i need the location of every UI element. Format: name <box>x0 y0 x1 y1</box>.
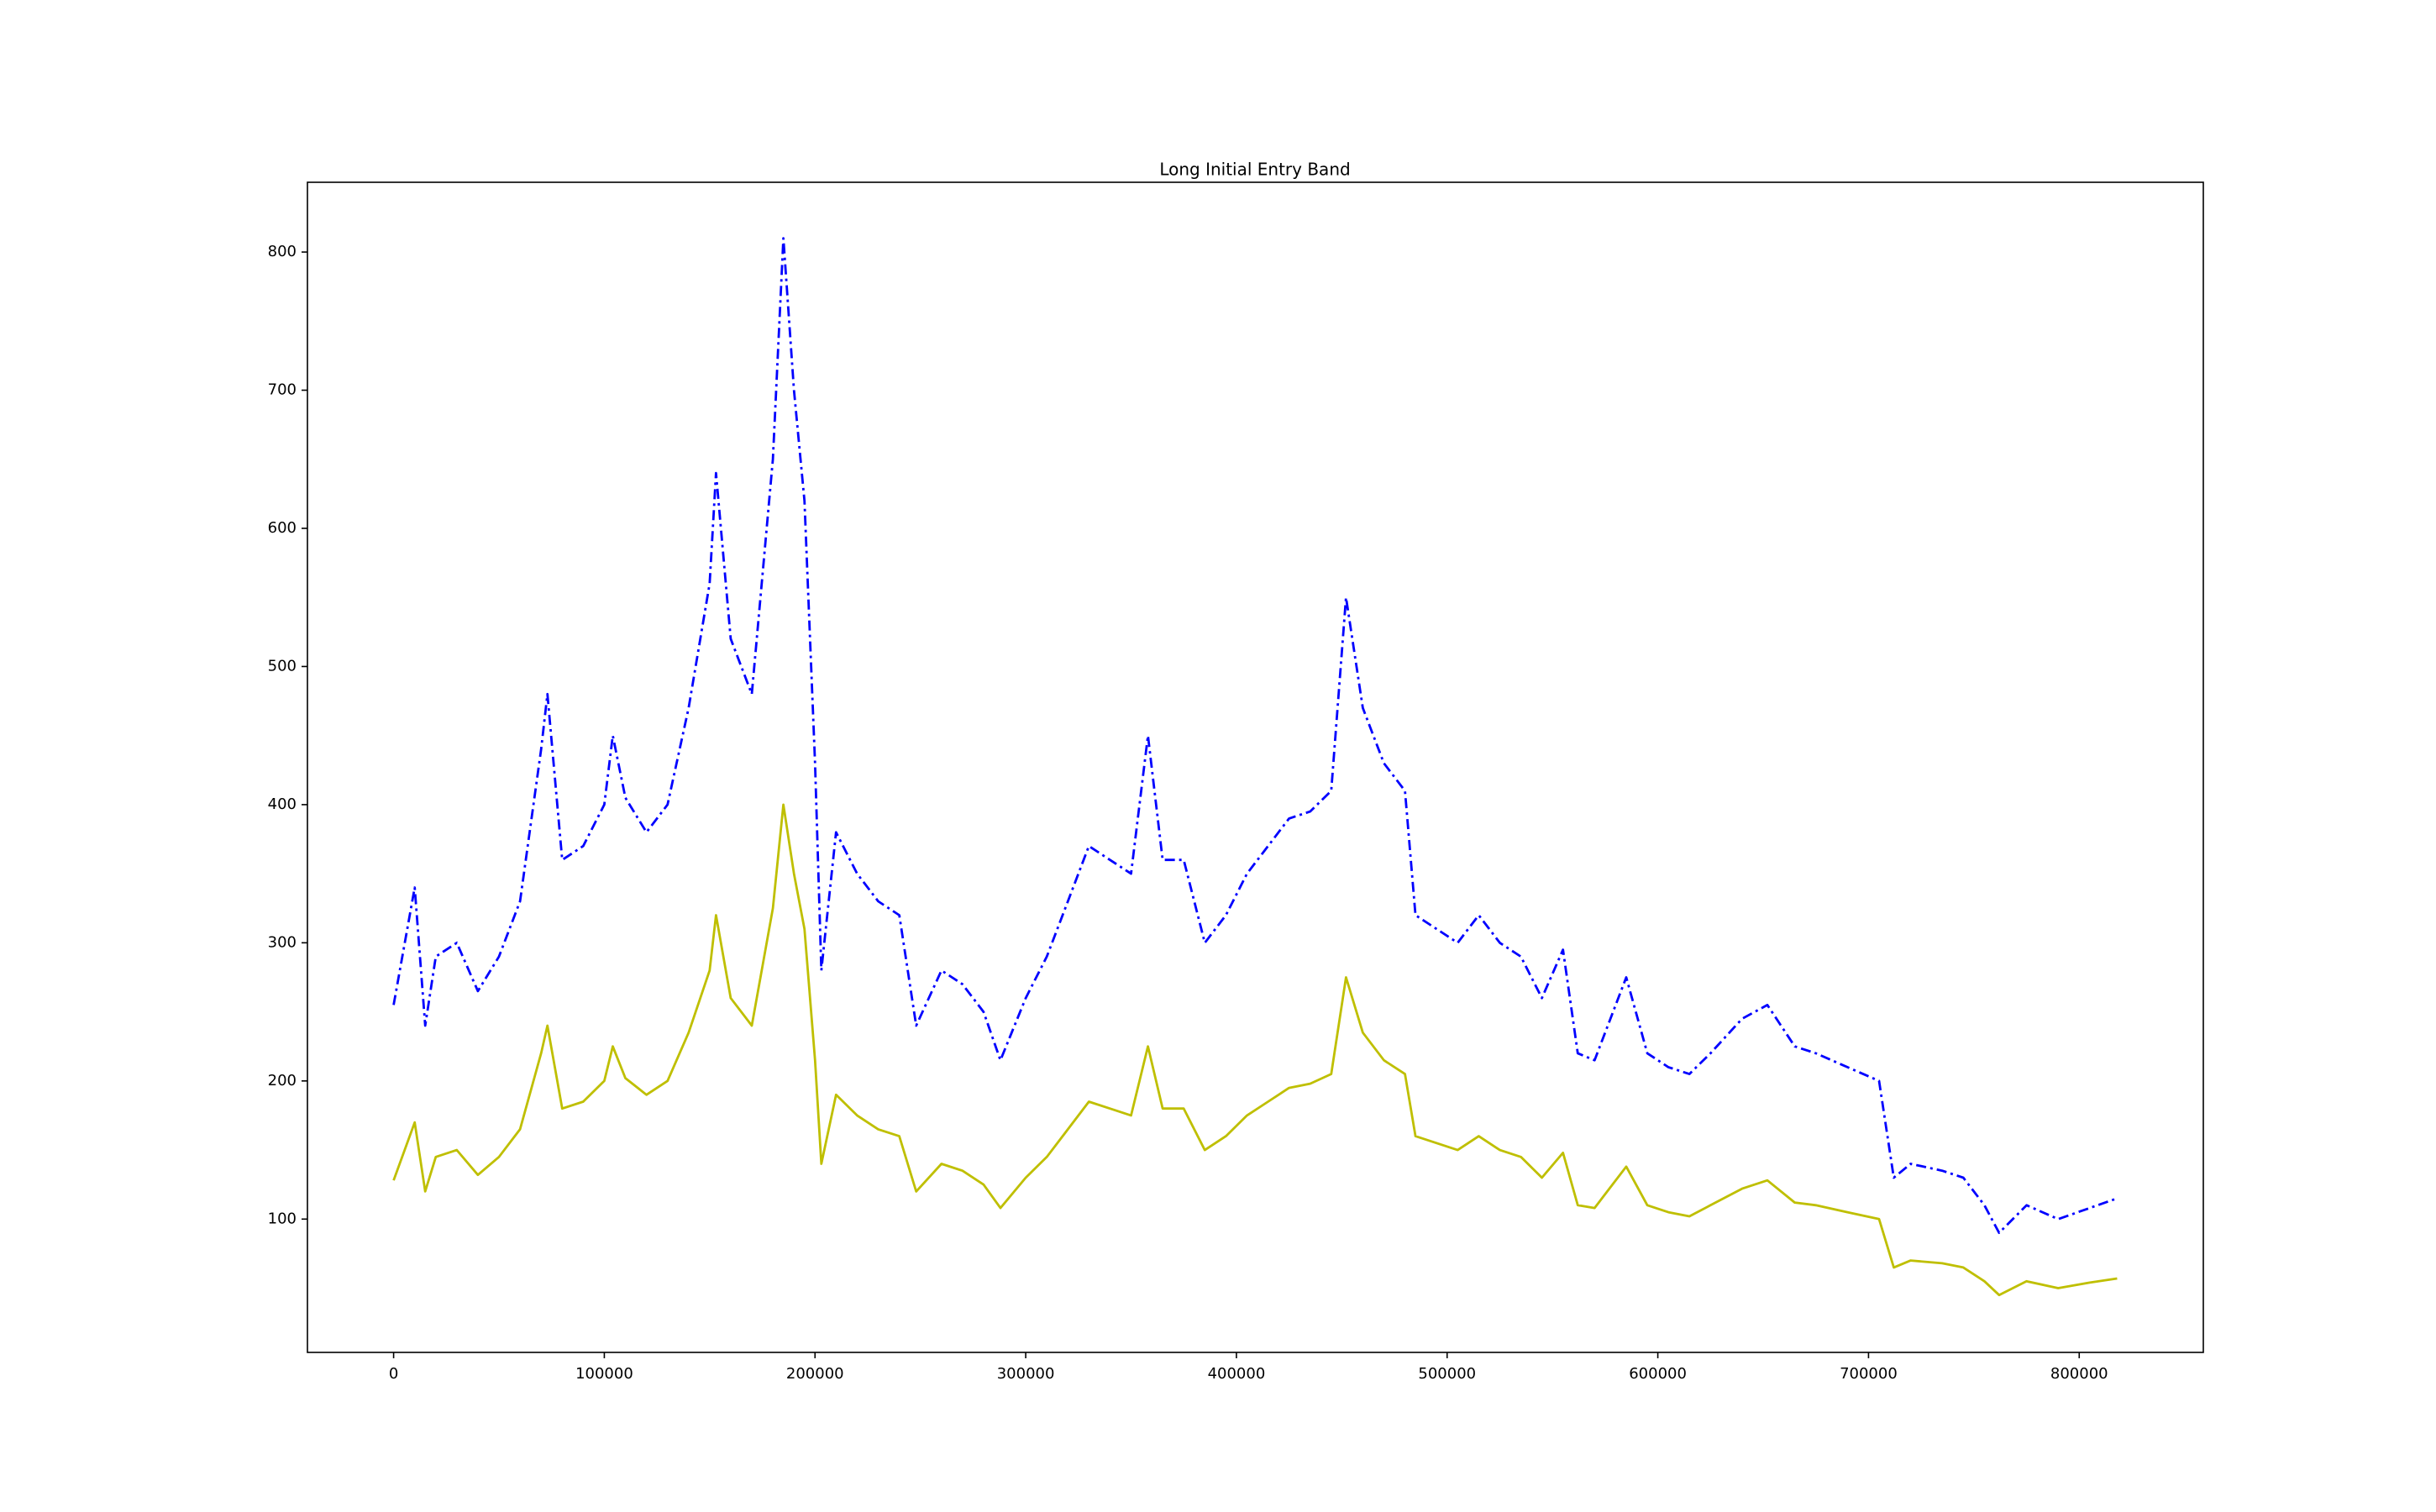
x-tick-label: 0 <box>389 1365 398 1383</box>
x-tick-label: 200000 <box>786 1365 844 1383</box>
chart-title: Long Initial Entry Band <box>1159 160 1350 180</box>
x-tick-label: 500000 <box>1418 1365 1476 1383</box>
x-tick-label: 800000 <box>2050 1365 2108 1383</box>
y-tick-label: 400 <box>268 795 297 813</box>
x-tick-label: 400000 <box>1208 1365 1266 1383</box>
series-line <box>392 237 2118 1235</box>
series-line <box>392 803 2118 1297</box>
x-tick-label: 700000 <box>1840 1365 1898 1383</box>
x-tick-label: 100000 <box>575 1365 633 1383</box>
y-tick-label: 800 <box>268 243 297 260</box>
y-tick-label: 100 <box>268 1210 297 1227</box>
y-tick-label: 200 <box>268 1072 297 1089</box>
y-tick-label: 500 <box>268 657 297 675</box>
y-tick-label: 600 <box>268 519 297 537</box>
plot-frame <box>307 181 2204 1353</box>
y-tick-label: 700 <box>268 381 297 399</box>
y-tick-label: 300 <box>268 933 297 951</box>
x-tick-label: 300000 <box>997 1365 1055 1383</box>
x-tick-label: 600000 <box>1629 1365 1687 1383</box>
